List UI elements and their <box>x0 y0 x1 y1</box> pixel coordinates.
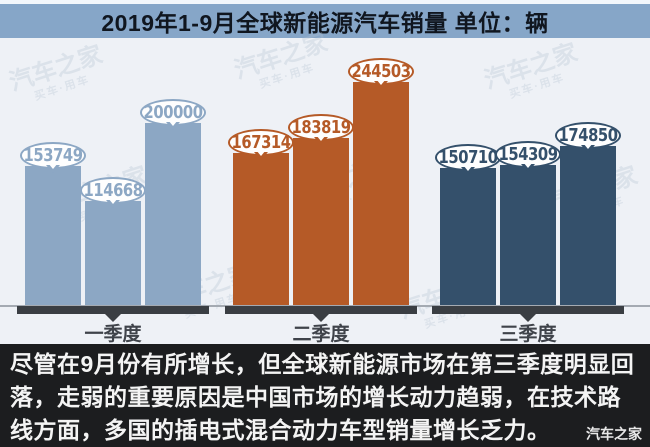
value-label: 150710 <box>438 147 498 168</box>
value-label: 174850 <box>558 125 618 146</box>
bar-group-q2: 167314 183819 244503 <box>228 58 414 307</box>
axis-label-q3: 三季度 <box>499 324 557 345</box>
axis-segment <box>17 306 209 314</box>
value-bubble: 154309 <box>495 141 561 168</box>
bar: 167314 <box>228 129 294 307</box>
value-label: 183819 <box>291 117 351 138</box>
watermark: 汽车之家买车·用车 <box>481 39 585 107</box>
bar: 174850 <box>555 122 621 307</box>
bar: 183819 <box>288 114 354 307</box>
value-bubble: 183819 <box>288 114 354 141</box>
value-label: 244503 <box>351 61 411 82</box>
watermark-text: 汽车之家 <box>6 41 106 97</box>
value-bubble: 244503 <box>348 58 414 85</box>
watermark-subtext: 买车·用车 <box>32 73 92 103</box>
value-label: 114668 <box>83 180 143 201</box>
value-bubble: 150710 <box>435 144 501 171</box>
bar: 153749 <box>20 142 86 307</box>
axis-label-q2: 二季度 <box>292 324 350 345</box>
watermark: 汽车之家买车·用车 <box>6 41 110 109</box>
axis-label-q1: 一季度 <box>84 324 142 345</box>
value-bubble: 153749 <box>20 142 86 169</box>
axis-tick-arrow-icon <box>104 313 122 322</box>
value-label: 167314 <box>231 132 291 153</box>
footer-panel: 尽管在9月份有所增长，但全球新能源市场在第三季度明显回落，走弱的重要原因是中国市… <box>0 344 650 447</box>
page-title: 2019年1-9月全球新能源汽车销量 单位：辆 <box>101 10 549 36</box>
value-bubble: 167314 <box>228 129 294 156</box>
bar: 200000 <box>140 99 206 307</box>
bar-group-q3: 150710 154309 174850 <box>435 122 621 307</box>
bar: 244503 <box>348 58 414 307</box>
watermark-subtext: 买车·用车 <box>507 71 567 101</box>
value-bubble: 114668 <box>80 177 146 204</box>
value-label: 200000 <box>143 102 203 123</box>
title-bar: 2019年1-9月全球新能源汽车销量 单位：辆 <box>0 4 650 38</box>
bar: 150710 <box>435 144 501 307</box>
axis-segment <box>225 306 417 314</box>
bar-chart: 汽车之家买车·用车汽车之家买车·用车汽车之家买车·用车汽车之家买车·用车汽车之家… <box>0 29 650 345</box>
brand-label: 汽车之家 <box>586 426 642 442</box>
value-bubble: 174850 <box>555 122 621 149</box>
axis-segment <box>432 306 624 314</box>
value-label: 154309 <box>498 144 558 165</box>
bar-group-q1: 153749 114668 200000 <box>20 99 206 307</box>
top-strip <box>0 0 650 4</box>
value-bubble: 200000 <box>140 99 206 126</box>
bar: 154309 <box>495 141 561 307</box>
bar: 114668 <box>80 177 146 307</box>
summary-text: 尽管在9月份有所增长，但全球新能源市场在第三季度明显回落，走弱的重要原因是中国市… <box>10 351 635 443</box>
watermark-text: 汽车之家 <box>481 39 581 95</box>
value-label: 153749 <box>23 145 83 166</box>
axis-tick-arrow-icon <box>312 313 330 322</box>
axis-tick-arrow-icon <box>519 313 537 322</box>
